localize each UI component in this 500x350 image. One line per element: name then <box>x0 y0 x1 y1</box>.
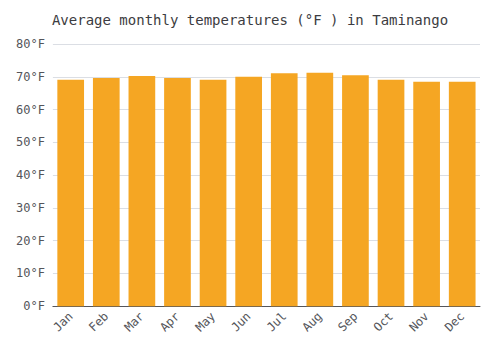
svg-text:Aug: Aug <box>300 309 325 334</box>
svg-text:Jan: Jan <box>50 309 75 334</box>
svg-text:60°F: 60°F <box>16 103 45 117</box>
svg-text:Jul: Jul <box>264 309 289 334</box>
svg-text:Jun: Jun <box>228 309 253 334</box>
svg-text:50°F: 50°F <box>16 135 45 149</box>
svg-text:30°F: 30°F <box>16 201 45 215</box>
svg-text:Sep: Sep <box>335 309 360 334</box>
svg-text:Nov: Nov <box>406 309 431 334</box>
svg-text:Dec: Dec <box>442 309 467 334</box>
svg-text:80°F: 80°F <box>16 37 45 51</box>
svg-text:70°F: 70°F <box>16 70 45 84</box>
svg-text:0°F: 0°F <box>23 299 45 313</box>
svg-text:May: May <box>193 309 218 334</box>
svg-text:10°F: 10°F <box>16 266 45 280</box>
svg-text:Mar: Mar <box>122 309 147 334</box>
svg-text:Feb: Feb <box>86 309 111 334</box>
svg-text:Average monthly temperatures (: Average monthly temperatures (°F ) in Ta… <box>52 12 448 28</box>
svg-text:Oct: Oct <box>371 309 396 334</box>
svg-text:Apr: Apr <box>157 309 182 334</box>
svg-text:40°F: 40°F <box>16 168 45 182</box>
svg-text:20°F: 20°F <box>16 234 45 248</box>
